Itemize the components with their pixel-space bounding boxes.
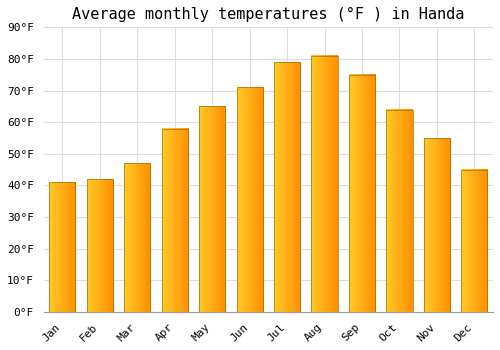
Bar: [236, 88, 262, 312]
Bar: [124, 163, 150, 312]
Bar: [50, 182, 76, 312]
Bar: [312, 56, 338, 312]
Bar: [424, 138, 450, 312]
Bar: [386, 110, 412, 312]
Bar: [349, 75, 375, 312]
Bar: [274, 62, 300, 312]
Bar: [162, 128, 188, 312]
Bar: [461, 170, 487, 312]
Bar: [199, 106, 226, 312]
Bar: [86, 179, 113, 312]
Title: Average monthly temperatures (°F ) in Handa: Average monthly temperatures (°F ) in Ha…: [72, 7, 464, 22]
